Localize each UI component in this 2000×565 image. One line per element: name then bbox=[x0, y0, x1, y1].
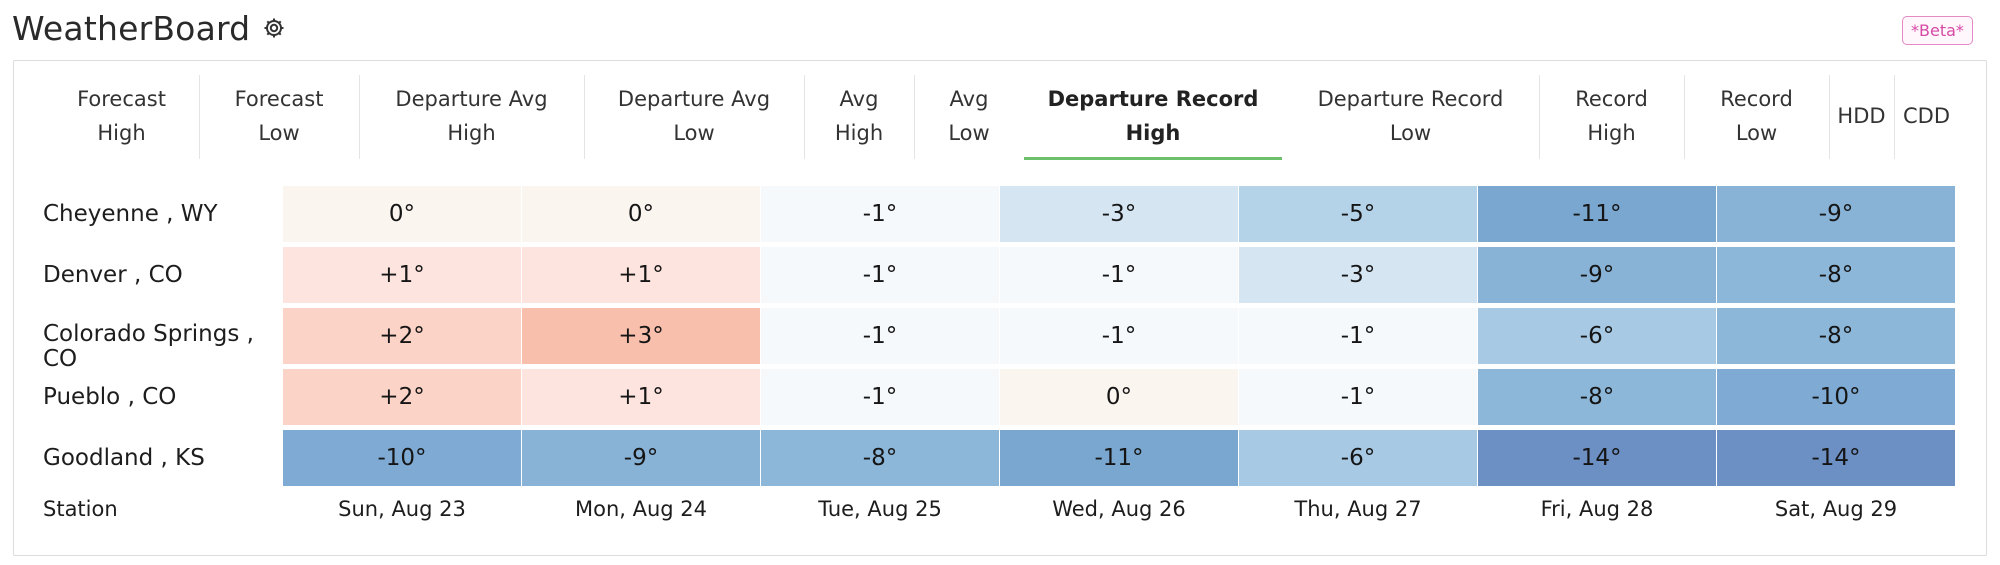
temp-cell: +1° bbox=[522, 247, 760, 303]
temp-cell: -1° bbox=[1000, 308, 1238, 364]
station-name: Denver , CO bbox=[43, 262, 183, 288]
temp-cell: -10° bbox=[283, 430, 521, 486]
tab-label: Avg High bbox=[834, 87, 884, 145]
day-header: Wed, Aug 26 bbox=[1052, 497, 1186, 521]
temp-cell: -11° bbox=[1478, 186, 1716, 242]
temp-cell: -11° bbox=[1000, 430, 1238, 486]
main-panel: Forecast High Forecast Low Departure Avg H… bbox=[13, 60, 1987, 556]
tab-6[interactable]: Departure Record High bbox=[1024, 73, 1282, 160]
temp-cell: -9° bbox=[522, 430, 760, 486]
tab-3[interactable]: Departure Avg Low bbox=[584, 73, 804, 159]
tab-label: Departure Avg Low bbox=[617, 87, 771, 145]
tab-divider bbox=[1894, 75, 1895, 159]
temp-cell: -5° bbox=[1239, 186, 1477, 242]
tab-divider bbox=[584, 75, 585, 159]
temp-cell: -8° bbox=[761, 430, 999, 486]
day-header: Tue, Aug 25 bbox=[818, 497, 942, 521]
temp-cell: -3° bbox=[1239, 247, 1477, 303]
temp-cell: -9° bbox=[1717, 186, 1955, 242]
tab-divider bbox=[1829, 75, 1830, 159]
temp-cell: -10° bbox=[1717, 369, 1955, 425]
station-name: Cheyenne , WY bbox=[43, 201, 218, 227]
station-name: Goodland , KS bbox=[43, 445, 205, 471]
temp-cell: -9° bbox=[1478, 247, 1716, 303]
temp-cell: +3° bbox=[522, 308, 760, 364]
tab-5[interactable]: Avg Low bbox=[914, 73, 1024, 159]
tab-label: Avg Low bbox=[948, 87, 990, 145]
tab-9[interactable]: Record Low bbox=[1684, 73, 1829, 159]
tab-2[interactable]: Departure Avg High bbox=[359, 73, 584, 159]
day-header: Mon, Aug 24 bbox=[574, 497, 708, 521]
temp-cell: -1° bbox=[761, 247, 999, 303]
temp-cell: -14° bbox=[1478, 430, 1716, 486]
temp-cell: -8° bbox=[1478, 369, 1716, 425]
tab-label: Departure Avg High bbox=[395, 87, 548, 145]
temp-cell: -6° bbox=[1239, 430, 1477, 486]
tab-divider bbox=[1539, 75, 1540, 159]
metric-tabs: Forecast High Forecast Low Departure Avg H… bbox=[14, 73, 1986, 160]
temp-cell: -6° bbox=[1478, 308, 1716, 364]
tab-label: HDD bbox=[1837, 104, 1886, 128]
tab-7[interactable]: Departure Record Low bbox=[1282, 73, 1539, 159]
temp-cell: -1° bbox=[1239, 308, 1477, 364]
app-title: WeatherBoard bbox=[12, 8, 251, 48]
tab-label: Departure Record Low bbox=[1317, 87, 1504, 145]
temp-cell: -1° bbox=[1000, 247, 1238, 303]
day-header: Fri, Aug 28 bbox=[1540, 497, 1654, 521]
tab-divider bbox=[914, 75, 915, 159]
temp-cell: -1° bbox=[761, 369, 999, 425]
tab-label: Departure Record High bbox=[1047, 87, 1259, 145]
temp-cell: 0° bbox=[1000, 369, 1238, 425]
temp-cell: -8° bbox=[1717, 247, 1955, 303]
temp-cell: -8° bbox=[1717, 308, 1955, 364]
temp-cell: 0° bbox=[522, 186, 760, 242]
app-header: WeatherBoard bbox=[12, 6, 286, 50]
tab-1[interactable]: Forecast Low bbox=[199, 73, 359, 159]
tab-10[interactable]: HDD bbox=[1829, 73, 1894, 159]
day-header: Thu, Aug 27 bbox=[1294, 497, 1422, 521]
tab-label: Forecast Low bbox=[234, 87, 324, 145]
temp-cell: -1° bbox=[1239, 369, 1477, 425]
station-header: Station bbox=[43, 497, 118, 521]
tab-4[interactable]: Avg High bbox=[804, 73, 914, 159]
temp-cell: +2° bbox=[283, 308, 521, 364]
temp-cell: -1° bbox=[761, 308, 999, 364]
station-name: Pueblo , CO bbox=[43, 384, 177, 410]
tab-label: Record High bbox=[1575, 87, 1648, 145]
beta-badge: *Beta* bbox=[1902, 16, 1973, 45]
station-name: Colorado Springs , CO bbox=[43, 321, 254, 372]
tab-divider bbox=[1684, 75, 1685, 159]
temp-cell: -14° bbox=[1717, 430, 1955, 486]
tab-divider bbox=[199, 75, 200, 159]
tab-label: Forecast High bbox=[77, 87, 166, 145]
tab-divider bbox=[359, 75, 360, 159]
temp-cell: +1° bbox=[522, 369, 760, 425]
tab-11[interactable]: CDD bbox=[1894, 73, 1959, 159]
gear-icon[interactable] bbox=[262, 16, 286, 40]
temp-cell: +1° bbox=[283, 247, 521, 303]
temp-cell: -1° bbox=[761, 186, 999, 242]
tab-divider bbox=[804, 75, 805, 159]
temp-cell: 0° bbox=[283, 186, 521, 242]
tab-label: Record Low bbox=[1720, 87, 1793, 145]
tab-label: CDD bbox=[1902, 104, 1950, 128]
day-header: Sat, Aug 29 bbox=[1774, 497, 1898, 521]
tab-0[interactable]: Forecast High bbox=[44, 73, 199, 159]
temp-cell: +2° bbox=[283, 369, 521, 425]
tab-8[interactable]: Record High bbox=[1539, 73, 1684, 159]
day-header: Sun, Aug 23 bbox=[338, 497, 466, 521]
temp-cell: -3° bbox=[1000, 186, 1238, 242]
